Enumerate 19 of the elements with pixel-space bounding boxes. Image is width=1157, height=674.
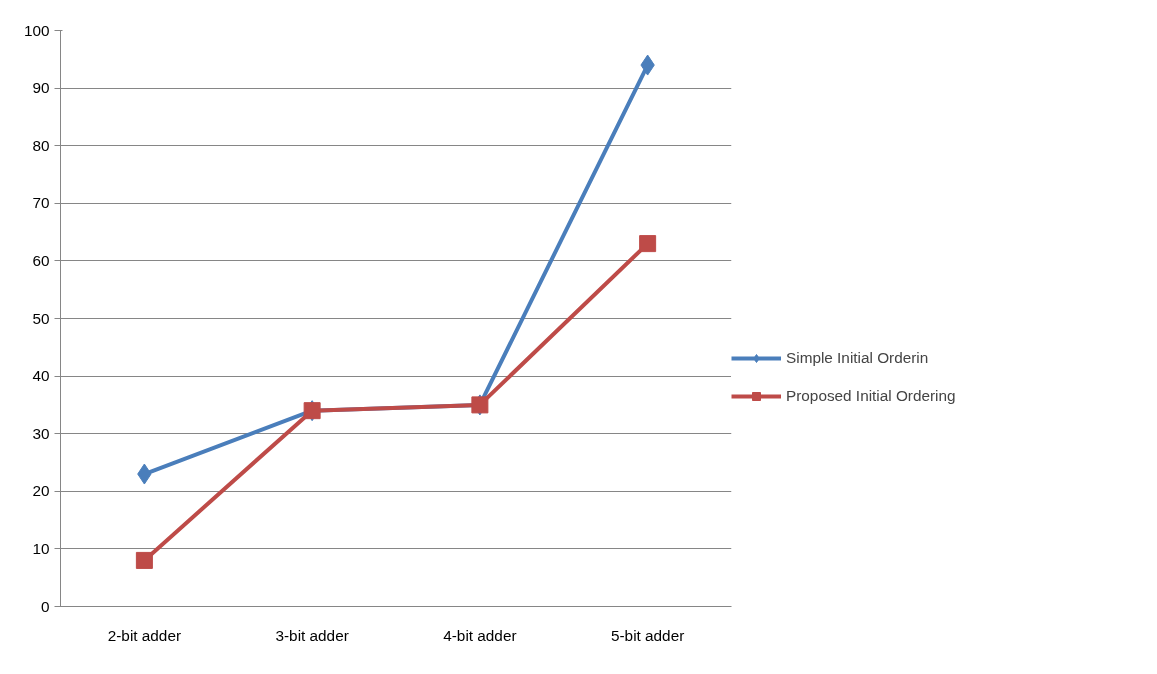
y-tick-label: 0 (40, 597, 50, 615)
y-tick-label: 80 (32, 136, 50, 154)
y-tick-label: 60 (32, 251, 50, 269)
y-tick-label: 90 (32, 79, 50, 97)
legend-label: Proposed Initial Ordering (786, 387, 956, 405)
y-tick-label: 70 (32, 194, 50, 212)
y-tick-label: 50 (32, 309, 50, 327)
y-tick-label: 100 (23, 21, 50, 39)
point (639, 235, 657, 253)
x-tick-label: 5-bit adder (610, 626, 685, 644)
y-tick-label: 10 (32, 539, 50, 557)
y-tick-label: 20 (32, 482, 50, 500)
x-tick-label: 2-bit adder (107, 626, 182, 644)
y-tick-label: 40 (32, 367, 50, 385)
x-tick-label: 4-bit adder (443, 626, 517, 644)
x-tick-label: 3-bit adder (275, 626, 349, 644)
point (135, 551, 153, 569)
legend-label: Simple Initial Orderin (786, 349, 929, 367)
y-tick-label: 30 (32, 424, 50, 442)
